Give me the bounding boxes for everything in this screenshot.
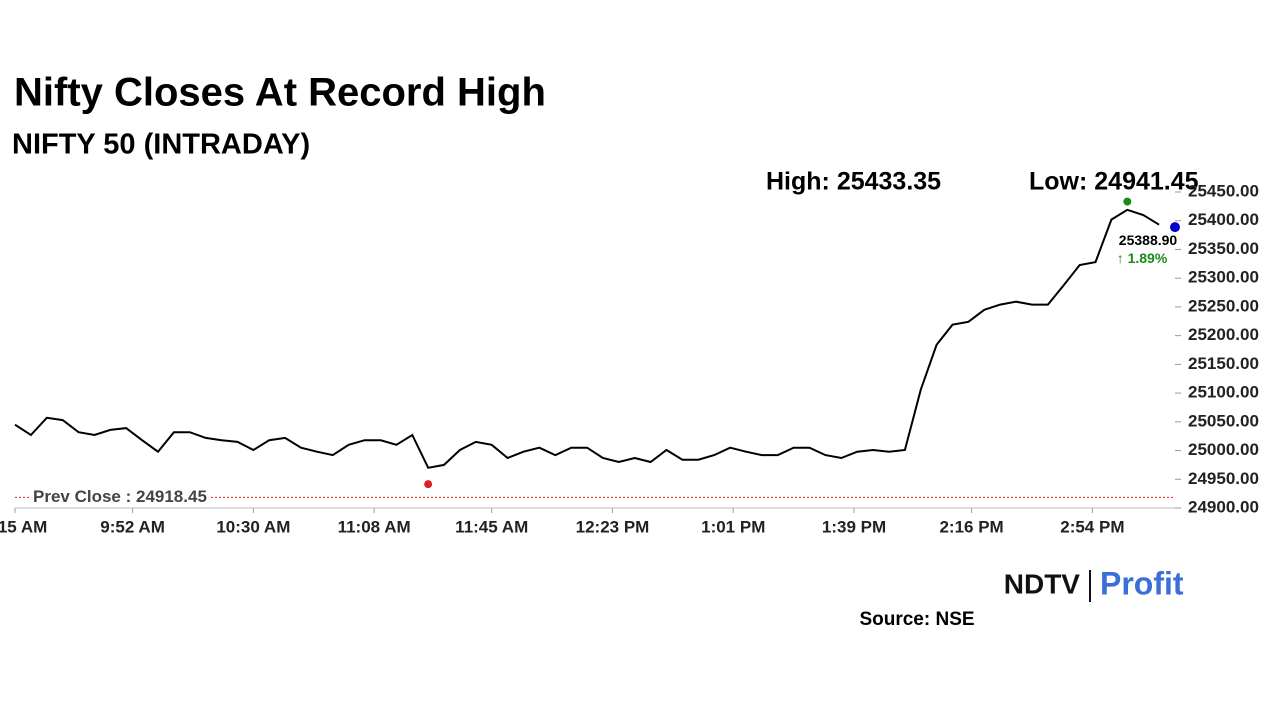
y-tick-label: 25350.00 xyxy=(1188,239,1259,258)
y-tick-label: 25400.00 xyxy=(1188,210,1259,229)
high-marker xyxy=(1123,197,1132,206)
y-tick-label: 24950.00 xyxy=(1188,469,1259,488)
prev-close-label: Prev Close : 24918.45 xyxy=(33,487,207,506)
x-tick-label: 10:30 AM xyxy=(216,517,290,536)
y-tick-label: 24900.00 xyxy=(1188,497,1259,516)
x-tick-label: 2:54 PM xyxy=(1060,517,1124,536)
low-marker xyxy=(424,480,433,489)
y-tick-label: 25250.00 xyxy=(1188,296,1259,315)
y-tick-label: 25100.00 xyxy=(1188,383,1259,402)
y-tick-label: 25150.00 xyxy=(1188,354,1259,373)
x-tick-label: 9:52 AM xyxy=(100,517,165,536)
x-tick-label: 9:15 AM xyxy=(0,517,47,536)
y-tick-label: 25450.00 xyxy=(1188,181,1259,200)
change-label: ↑ 1.89% xyxy=(1117,250,1168,266)
x-tick-label: 11:08 AM xyxy=(338,517,411,536)
source: Source: NSE xyxy=(859,609,974,630)
x-tick-label: 2:16 PM xyxy=(939,517,1003,536)
prev-close-label-bg xyxy=(29,486,211,506)
brand-ndtv: NDTV xyxy=(1004,568,1081,599)
line-series xyxy=(14,208,1160,469)
y-tick-label: 25300.00 xyxy=(1188,268,1259,287)
last-marker xyxy=(1170,222,1180,233)
x-tick-label: 11:45 AM xyxy=(455,517,528,536)
x-tick-label: 12:23 PM xyxy=(576,517,650,536)
low-label: Low: 24941.45 xyxy=(1029,168,1199,196)
last-label: 25388.90 xyxy=(1119,232,1178,248)
chart-title: Nifty Closes At Record High xyxy=(14,71,546,115)
brand-profit: Profit xyxy=(1100,565,1184,601)
y-tick-label: 25200.00 xyxy=(1188,325,1259,344)
chart-subtitle: NIFTY 50 (INTRADAY) xyxy=(12,129,310,161)
high-label: High: 25433.35 xyxy=(766,168,941,196)
y-tick-label: 25050.00 xyxy=(1188,411,1259,430)
y-tick-label: 25000.00 xyxy=(1188,440,1259,459)
x-tick-label: 1:01 PM xyxy=(701,517,765,536)
x-tick-label: 1:39 PM xyxy=(822,517,886,536)
